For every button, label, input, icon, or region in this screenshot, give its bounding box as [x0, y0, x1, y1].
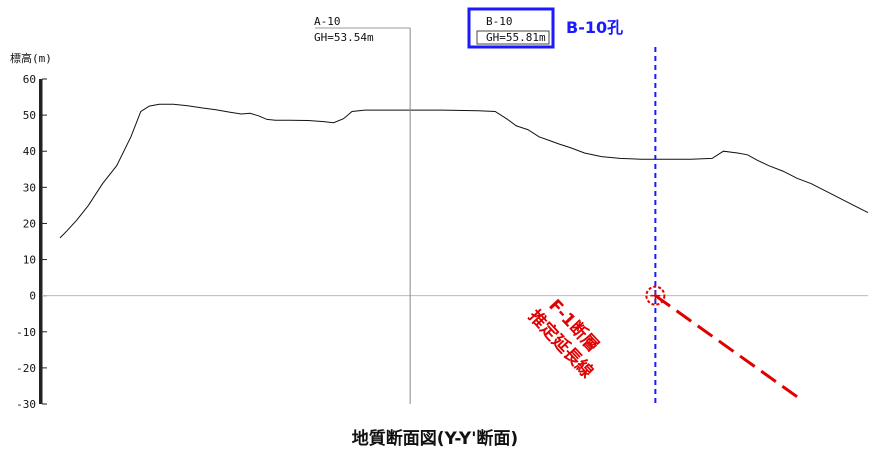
ground-surface-line: [59, 103, 869, 239]
borehole-a10-gh: GH=53.54m: [314, 31, 374, 44]
y-tick-label: 10: [23, 254, 36, 267]
y-tick-label: 20: [23, 217, 36, 230]
boreholes: A-10 GH=53.54m B-10 GH=55.81m: [314, 7, 657, 404]
fault-extension-line: [654, 294, 798, 398]
y-tick-label: 50: [23, 109, 36, 122]
y-tick-label: -20: [16, 362, 36, 375]
borehole-a10-name: A-10: [314, 15, 341, 28]
y-axis-bar: [39, 79, 42, 404]
borehole-b10-name: B-10: [486, 15, 513, 28]
borehole-b10-gh: GH=55.81m: [486, 31, 546, 44]
borehole-callout-label: B-10孔: [566, 18, 623, 37]
borehole-b10-gh-box: [476, 30, 550, 45]
y-tick-label: -10: [16, 326, 36, 339]
fault-intersection-marker: [645, 285, 666, 306]
borehole-b10-highlight-box: [467, 7, 555, 49]
figure-caption: 地質断面図(Y-Y'断面): [352, 428, 518, 449]
ground-profile: [59, 103, 869, 239]
y-axis: 60 50 40 30 20 10 0 -10 -20 -30: [16, 73, 47, 411]
y-tick-label: -30: [16, 398, 36, 411]
y-tick-label: 40: [23, 145, 36, 158]
y-tick-label: 30: [23, 181, 36, 194]
y-axis-label: 標高(m): [10, 51, 52, 65]
y-tick-label: 0: [29, 290, 36, 303]
y-tick-label: 60: [23, 73, 36, 86]
